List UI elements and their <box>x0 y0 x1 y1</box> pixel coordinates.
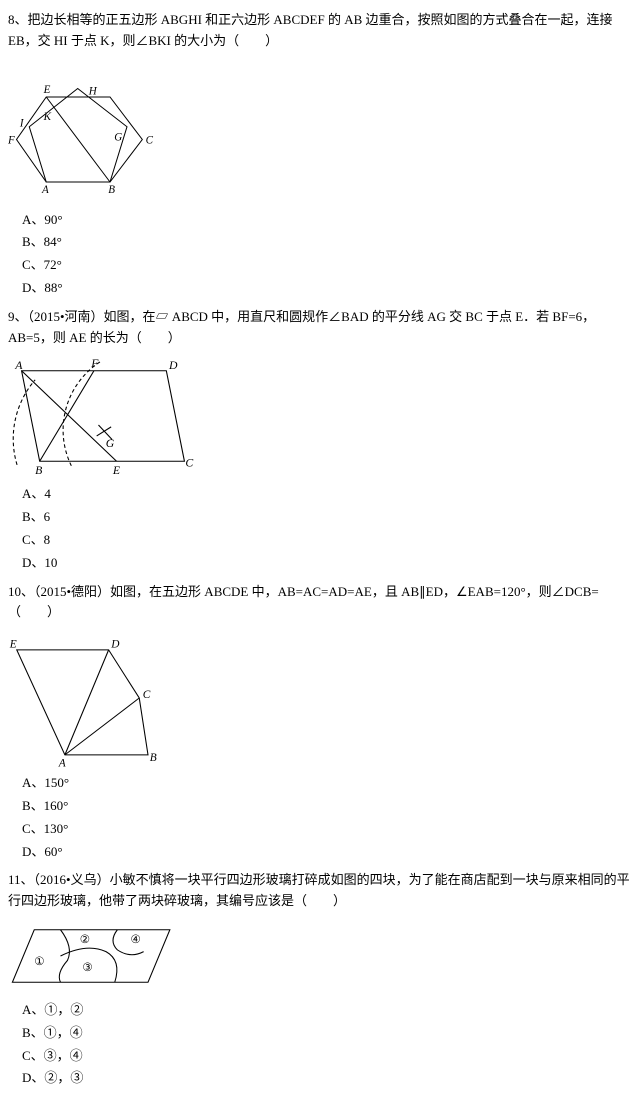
q10-lbl-C: C <box>143 689 151 701</box>
q10-opt-b[interactable]: B、160° <box>22 796 632 817</box>
q9-lbl-F: F <box>90 358 99 371</box>
q8-lbl-H: H <box>88 85 98 97</box>
q9-lbl-B: B <box>35 464 42 477</box>
q10-lbl-B: B <box>150 752 157 764</box>
q11-lbl-1: ① <box>34 956 44 968</box>
q10-opt-d[interactable]: D、60° <box>22 842 632 863</box>
q8-lbl-G: G <box>114 131 122 143</box>
q8-opt-b[interactable]: B、84° <box>22 232 632 253</box>
q10-text: 10、（2015•德阳）如图，在五边形 ABCDE 中，AB=AC=AD=AE，… <box>8 582 632 624</box>
q11-options: A、①，② B、①，④ C、③，④ D、②，③ <box>8 1000 632 1089</box>
q8-opt-d[interactable]: D、88° <box>22 278 632 299</box>
q10-opt-a[interactable]: A、150° <box>22 773 632 794</box>
q9-opt-d[interactable]: D、10 <box>22 553 632 574</box>
q11-lbl-2: ② <box>80 934 90 946</box>
q8-lbl-K: K <box>43 111 52 123</box>
q11-opt-b[interactable]: B、①，④ <box>22 1023 632 1044</box>
q8-lbl-A: A <box>41 184 49 196</box>
q10-options: A、150° B、160° C、130° D、60° <box>8 773 632 862</box>
q8-lbl-E: E <box>43 83 51 95</box>
q9-figure: A F D B G E C <box>8 352 198 480</box>
q11-lbl-3: ③ <box>82 962 92 974</box>
q11-opt-c[interactable]: C、③，④ <box>22 1046 632 1067</box>
q8-figure: E H K I F G C A B <box>8 56 178 206</box>
q10-figure: E D C A B <box>8 627 183 769</box>
q8-opt-a[interactable]: A、90° <box>22 210 632 231</box>
q8-lbl-B: B <box>108 184 115 196</box>
q9-opt-b[interactable]: B、6 <box>22 507 632 528</box>
q8-lbl-C: C <box>146 134 154 146</box>
q8-lbl-F: F <box>8 134 15 146</box>
q9-lbl-C: C <box>185 457 193 470</box>
q11-lbl-4: ④ <box>131 934 141 946</box>
q9-lbl-E: E <box>112 464 120 477</box>
q9-opt-c[interactable]: C、8 <box>22 530 632 551</box>
q10-lbl-E: E <box>9 638 17 650</box>
q8-options: A、90° B、84° C、72° D、88° <box>8 210 632 299</box>
q9-opt-a[interactable]: A、4 <box>22 484 632 505</box>
q9-lbl-G: G <box>106 437 115 450</box>
q11-opt-a[interactable]: A、①，② <box>22 1000 632 1021</box>
q9-lbl-A: A <box>14 359 23 372</box>
q11-text: 11、（2016•义乌）小敏不慎将一块平行四边形玻璃打碎成如图的四块，为了能在商… <box>8 870 632 912</box>
q10-lbl-D: D <box>110 638 120 650</box>
q9-text: 9、（2015•河南）如图，在▱ ABCD 中，用直尺和圆规作∠BAD 的平分线… <box>8 307 632 349</box>
q8-text: 8、把边长相等的正五边形 ABGHI 和正六边形 ABCDEF 的 AB 边重合… <box>8 10 632 52</box>
q11-figure: ① ② ③ ④ <box>8 916 183 996</box>
q8-opt-c[interactable]: C、72° <box>22 255 632 276</box>
q11-opt-d[interactable]: D、②，③ <box>22 1068 632 1089</box>
q9-lbl-D: D <box>168 359 178 372</box>
q10-lbl-A: A <box>58 757 66 769</box>
q9-options: A、4 B、6 C、8 D、10 <box>8 484 632 573</box>
q10-opt-c[interactable]: C、130° <box>22 819 632 840</box>
